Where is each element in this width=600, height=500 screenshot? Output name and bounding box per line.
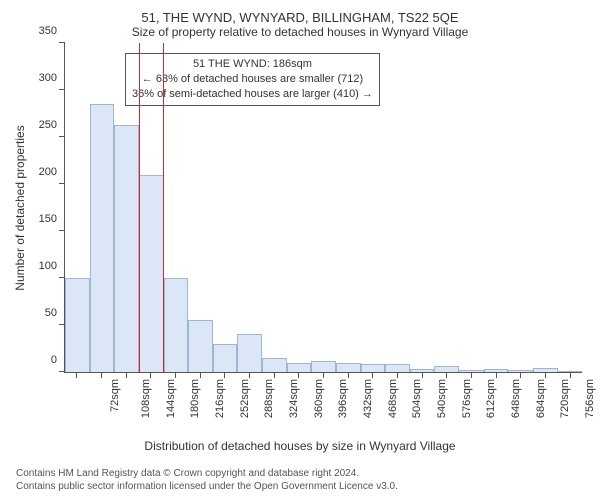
- x-tick-label: 324sqm: [288, 379, 300, 418]
- histogram-bar: [434, 366, 459, 372]
- y-tick-label: 150: [39, 213, 65, 225]
- x-tick-mark: [126, 373, 127, 378]
- x-tick-label: 540sqm: [436, 379, 448, 418]
- histogram-bar: [336, 363, 361, 372]
- y-tick: [59, 183, 65, 184]
- x-tick-mark: [422, 373, 423, 378]
- plot-area: Number of detached properties 51 THE WYN…: [64, 43, 582, 373]
- chart-title-line2: Size of property relative to detached ho…: [12, 25, 588, 39]
- y-tick-label: 100: [39, 260, 65, 272]
- x-tick-mark: [348, 373, 349, 378]
- x-tick-mark: [274, 373, 275, 378]
- x-tick-mark: [520, 373, 521, 378]
- y-tick-label: 250: [39, 119, 65, 131]
- x-tick-label: 648sqm: [510, 379, 522, 418]
- x-tick-mark: [200, 373, 201, 378]
- histogram-bar: [385, 364, 410, 372]
- annotation-line2: ← 63% of detached houses are smaller (71…: [132, 72, 373, 87]
- y-tick: [59, 230, 65, 231]
- x-tick-mark: [570, 373, 571, 378]
- x-tick-mark: [545, 373, 546, 378]
- x-tick-label: 216sqm: [214, 379, 226, 418]
- histogram-bar: [508, 370, 533, 372]
- plot-inner: 51 THE WYND: 186sqm ← 63% of detached ho…: [64, 43, 582, 373]
- x-tick-mark: [101, 373, 102, 378]
- x-tick-mark: [175, 373, 176, 378]
- marker-line: [139, 43, 140, 372]
- x-tick-label: 108sqm: [140, 379, 152, 418]
- x-tick-mark: [372, 373, 373, 378]
- x-tick-mark: [249, 373, 250, 378]
- marker-line: [163, 43, 164, 372]
- chart-container: 51, THE WYND, WYNYARD, BILLINGHAM, TS22 …: [0, 0, 600, 500]
- x-tick-mark: [496, 373, 497, 378]
- x-tick-label: 504sqm: [411, 379, 423, 418]
- histogram-bar: [213, 344, 238, 372]
- x-tick-mark: [76, 373, 77, 378]
- histogram-bar: [361, 364, 386, 372]
- y-tick: [59, 89, 65, 90]
- x-tick-mark: [150, 373, 151, 378]
- y-tick: [59, 42, 65, 43]
- x-tick-mark: [224, 373, 225, 378]
- y-tick: [59, 277, 65, 278]
- x-ticks: 72sqm 108sqm 144sqm 180sqm 216sqm 252sqm 288sq…: [64, 373, 582, 439]
- x-tick-label: 396sqm: [337, 379, 349, 418]
- y-axis-label: Number of detached properties: [13, 125, 27, 290]
- footer-line1: Contains HM Land Registry data © Crown c…: [16, 467, 584, 480]
- x-tick-label: 144sqm: [165, 379, 177, 418]
- histogram-bar: [65, 278, 90, 372]
- histogram-bar: [410, 369, 435, 372]
- x-tick-label: 756sqm: [584, 379, 596, 418]
- histogram-bar: [287, 363, 312, 372]
- chart-footer: Contains HM Land Registry data © Crown c…: [12, 465, 588, 493]
- x-tick-label: 684sqm: [535, 379, 547, 418]
- histogram-bar: [459, 370, 484, 372]
- y-tick: [59, 136, 65, 137]
- y-tick-label: 350: [39, 25, 65, 37]
- x-tick-label: 576sqm: [461, 379, 473, 418]
- histogram-bar: [164, 278, 189, 372]
- histogram-bar: [484, 369, 509, 372]
- histogram-bar: [237, 334, 262, 372]
- footer-line2: Contains public sector information licen…: [16, 480, 584, 493]
- x-tick-label: 360sqm: [313, 379, 325, 418]
- annotation-line3: 36% of semi-detached houses are larger (…: [132, 87, 373, 102]
- x-tick-label: 720sqm: [559, 379, 571, 418]
- histogram-bar: [114, 125, 139, 372]
- x-tick-mark: [298, 373, 299, 378]
- x-tick-label: 288sqm: [263, 379, 275, 418]
- x-tick-label: 252sqm: [239, 379, 251, 418]
- annotation-line1: 51 THE WYND: 186sqm: [132, 57, 373, 72]
- histogram-bar: [533, 368, 558, 372]
- histogram-bar: [139, 175, 164, 372]
- x-tick-label: 180sqm: [189, 379, 201, 418]
- histogram-bar: [262, 358, 287, 372]
- x-tick-label: 612sqm: [485, 379, 497, 418]
- x-tick-mark: [323, 373, 324, 378]
- x-tick-label: 432sqm: [362, 379, 374, 418]
- x-tick-mark: [446, 373, 447, 378]
- y-tick-label: 0: [51, 354, 65, 366]
- y-tick: [59, 324, 65, 325]
- x-tick-mark: [471, 373, 472, 378]
- y-tick-label: 50: [45, 307, 65, 319]
- histogram-bar: [311, 361, 336, 372]
- histogram-bar: [558, 371, 583, 372]
- x-tick-mark: [397, 373, 398, 378]
- histogram-bar: [188, 320, 213, 372]
- x-tick-label: 468sqm: [387, 379, 399, 418]
- chart-title-line1: 51, THE WYND, WYNYARD, BILLINGHAM, TS22 …: [12, 10, 588, 25]
- y-tick-label: 300: [39, 72, 65, 84]
- y-tick: [59, 371, 65, 372]
- x-axis-label: Distribution of detached houses by size …: [12, 439, 588, 453]
- histogram-bar: [90, 104, 115, 372]
- y-tick-label: 200: [39, 166, 65, 178]
- x-tick-label: 72sqm: [109, 379, 121, 412]
